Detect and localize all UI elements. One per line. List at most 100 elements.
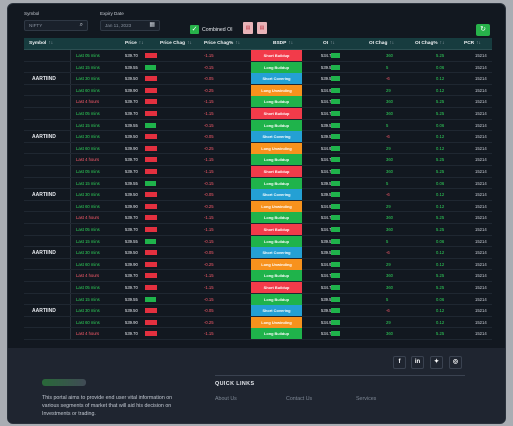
price-trend-bar	[145, 192, 157, 198]
price-chg-cell: -0.25	[204, 261, 214, 267]
price-cell: 539.55	[125, 238, 138, 244]
footer-link-contact[interactable]: Contact Us	[286, 396, 313, 402]
th-pcr[interactable]: PCR ↑↓	[464, 41, 481, 46]
price-chg-cell: -0.15	[204, 122, 214, 128]
oi-trend-bar	[331, 169, 340, 174]
price-chg-cell: -0.15	[204, 296, 214, 302]
price-cell: 539.55	[125, 180, 138, 186]
oi-chg-cell: 29	[386, 319, 391, 325]
price-chg-cell: -1.15	[204, 273, 214, 279]
footer-link-services[interactable]: Services	[356, 396, 377, 402]
price-cell: 539.90	[125, 319, 138, 325]
linkedin-icon[interactable]: in	[411, 356, 424, 369]
interval-cell: Last 4 hours	[76, 331, 100, 337]
combined-oi-checkbox[interactable]: ✓	[190, 25, 199, 34]
bsdp-badge: Long Unwinding	[251, 84, 302, 96]
facebook-icon[interactable]: f	[393, 356, 406, 369]
th-oi[interactable]: OI ↑↓	[323, 41, 335, 46]
oi-trend-bar	[331, 227, 340, 232]
interval-cell: Last 4 hours	[76, 215, 100, 221]
price-trend-bar	[145, 227, 157, 232]
th-symbol[interactable]: Symbol ↑↓	[29, 41, 54, 46]
price-chg-cell: -0.05	[204, 76, 214, 82]
expiry-date-input[interactable]: Jan 11, 2023 ▦	[100, 20, 160, 31]
symbol-name[interactable]: AARTIIND	[32, 134, 56, 140]
price-trend-bar	[145, 134, 157, 140]
excel-export-icon[interactable]: ▤	[257, 22, 267, 34]
oi-chg-cell: 360	[386, 169, 393, 174]
price-chg-cell: -0.15	[204, 64, 214, 70]
th-price-chag[interactable]: Price Chag ↑↓	[160, 41, 192, 46]
th-price-chag-pct[interactable]: Price Chag% ↑↓	[204, 41, 241, 46]
symbol-input[interactable]: NIFTY ⌕	[24, 20, 88, 31]
calendar-icon[interactable]: ▦	[149, 22, 155, 28]
oi-cell: 539.55	[321, 64, 334, 70]
oi-cell: 539.55	[321, 238, 334, 244]
bsdp-badge: Long Buildup	[251, 235, 302, 247]
symbol-name[interactable]: AARTIIND	[32, 192, 56, 198]
pcr-cell: 15214	[475, 122, 487, 128]
price-cell: 539.70	[125, 273, 138, 279]
th-bsdp[interactable]: BSDP ↑↓	[273, 41, 294, 46]
price-trend-bar	[145, 145, 157, 151]
footer-link-about[interactable]: About Us	[215, 396, 237, 402]
search-icon[interactable]: ⌕	[79, 22, 83, 28]
th-oi-chag-pct[interactable]: OI Chag% ↑↓	[415, 41, 445, 46]
site-logo[interactable]	[42, 379, 86, 386]
bsdp-badge: Short Buildup	[251, 50, 302, 61]
oi-pct-cell: 0.12	[436, 87, 445, 93]
th-price[interactable]: Price ↑↓	[125, 41, 144, 46]
interval-cell: Last 15 mins	[76, 296, 100, 302]
symbol-name[interactable]: AARTIIND	[32, 250, 56, 256]
oi-trend-bar	[331, 180, 340, 186]
price-chg-cell: -0.15	[204, 180, 214, 186]
site-footer: f in ✦ ◎ This portal aims to provide end…	[8, 348, 505, 423]
oi-chg-cell: 5	[386, 64, 389, 70]
price-trend-bar	[145, 308, 157, 314]
instagram-icon[interactable]: ◎	[449, 356, 462, 369]
footer-divider	[215, 375, 465, 376]
symbol-name[interactable]: AARTIIND	[32, 76, 56, 82]
refresh-button[interactable]: ↻	[476, 24, 490, 36]
price-cell: 539.55	[125, 296, 138, 302]
twitter-icon[interactable]: ✦	[430, 356, 443, 369]
bsdp-badge: Short Covering	[251, 305, 302, 317]
price-chg-cell: -1.15	[204, 157, 214, 163]
bsdp-badge: Long Buildup	[251, 270, 302, 282]
oi-trend-bar	[331, 238, 340, 244]
oi-chg-cell: 29	[386, 145, 391, 151]
symbol-name[interactable]: AARTIIND	[32, 308, 56, 314]
th-oi-chag[interactable]: OI Chag ↑↓	[369, 41, 395, 46]
oi-pct-cell: 0.12	[436, 192, 445, 198]
oi-trend-bar	[331, 203, 340, 209]
oi-chg-cell: 360	[386, 285, 393, 290]
pdf-export-icon[interactable]: ▤	[243, 22, 253, 34]
price-cell: 539.70	[125, 215, 138, 221]
bsdp-badge: Short Covering	[251, 73, 302, 85]
